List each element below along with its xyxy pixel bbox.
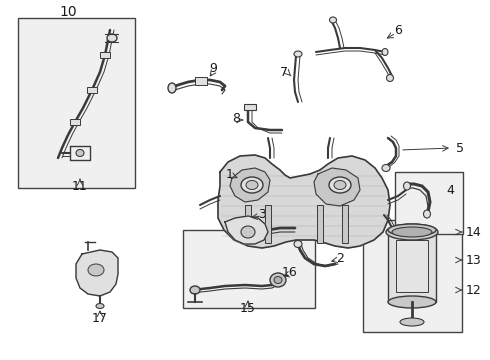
Ellipse shape xyxy=(392,227,432,237)
Polygon shape xyxy=(314,168,360,206)
Text: 1: 1 xyxy=(226,167,234,180)
Polygon shape xyxy=(225,216,268,244)
Bar xyxy=(183,230,315,308)
Ellipse shape xyxy=(403,182,411,190)
Bar xyxy=(245,205,251,243)
Bar xyxy=(342,205,348,243)
Ellipse shape xyxy=(76,149,84,157)
Bar xyxy=(396,240,428,292)
Bar xyxy=(363,220,462,332)
Ellipse shape xyxy=(294,240,302,248)
Ellipse shape xyxy=(329,177,351,193)
Text: 7: 7 xyxy=(280,66,288,78)
Polygon shape xyxy=(76,250,118,296)
Ellipse shape xyxy=(423,210,431,218)
Ellipse shape xyxy=(96,303,104,309)
Polygon shape xyxy=(218,155,390,248)
Ellipse shape xyxy=(386,224,438,240)
Ellipse shape xyxy=(270,273,286,287)
Ellipse shape xyxy=(382,165,390,171)
Text: 15: 15 xyxy=(240,302,256,315)
Text: 12: 12 xyxy=(466,284,482,297)
Text: 9: 9 xyxy=(209,62,217,75)
Text: 3: 3 xyxy=(258,207,266,220)
Text: 6: 6 xyxy=(394,23,402,36)
Text: 5: 5 xyxy=(456,141,464,154)
Ellipse shape xyxy=(107,34,117,42)
Ellipse shape xyxy=(274,276,282,284)
Text: 14: 14 xyxy=(466,225,482,239)
Bar xyxy=(195,77,207,85)
Bar xyxy=(87,87,97,93)
Text: 17: 17 xyxy=(92,311,108,324)
Text: 10: 10 xyxy=(59,5,77,19)
Ellipse shape xyxy=(294,51,302,57)
Polygon shape xyxy=(230,168,270,202)
Ellipse shape xyxy=(388,296,436,308)
Ellipse shape xyxy=(168,83,176,93)
Ellipse shape xyxy=(387,75,393,81)
Bar xyxy=(388,230,436,302)
Text: 16: 16 xyxy=(282,266,298,279)
Ellipse shape xyxy=(241,226,255,238)
Bar xyxy=(317,205,323,243)
Ellipse shape xyxy=(382,49,388,55)
Ellipse shape xyxy=(88,264,104,276)
Ellipse shape xyxy=(190,286,200,294)
Ellipse shape xyxy=(241,177,263,193)
Text: 4: 4 xyxy=(446,184,454,197)
Text: 11: 11 xyxy=(72,180,88,193)
Ellipse shape xyxy=(334,180,346,189)
Bar xyxy=(244,104,256,110)
Bar xyxy=(395,172,463,234)
Ellipse shape xyxy=(400,318,424,326)
Ellipse shape xyxy=(246,180,258,189)
Bar xyxy=(265,205,271,243)
Bar xyxy=(100,52,110,58)
Bar xyxy=(70,119,80,125)
Text: 2: 2 xyxy=(336,252,344,265)
Bar xyxy=(18,18,135,188)
Ellipse shape xyxy=(329,17,337,23)
Ellipse shape xyxy=(388,224,436,236)
Text: 8: 8 xyxy=(232,112,240,125)
Text: 13: 13 xyxy=(466,253,482,266)
